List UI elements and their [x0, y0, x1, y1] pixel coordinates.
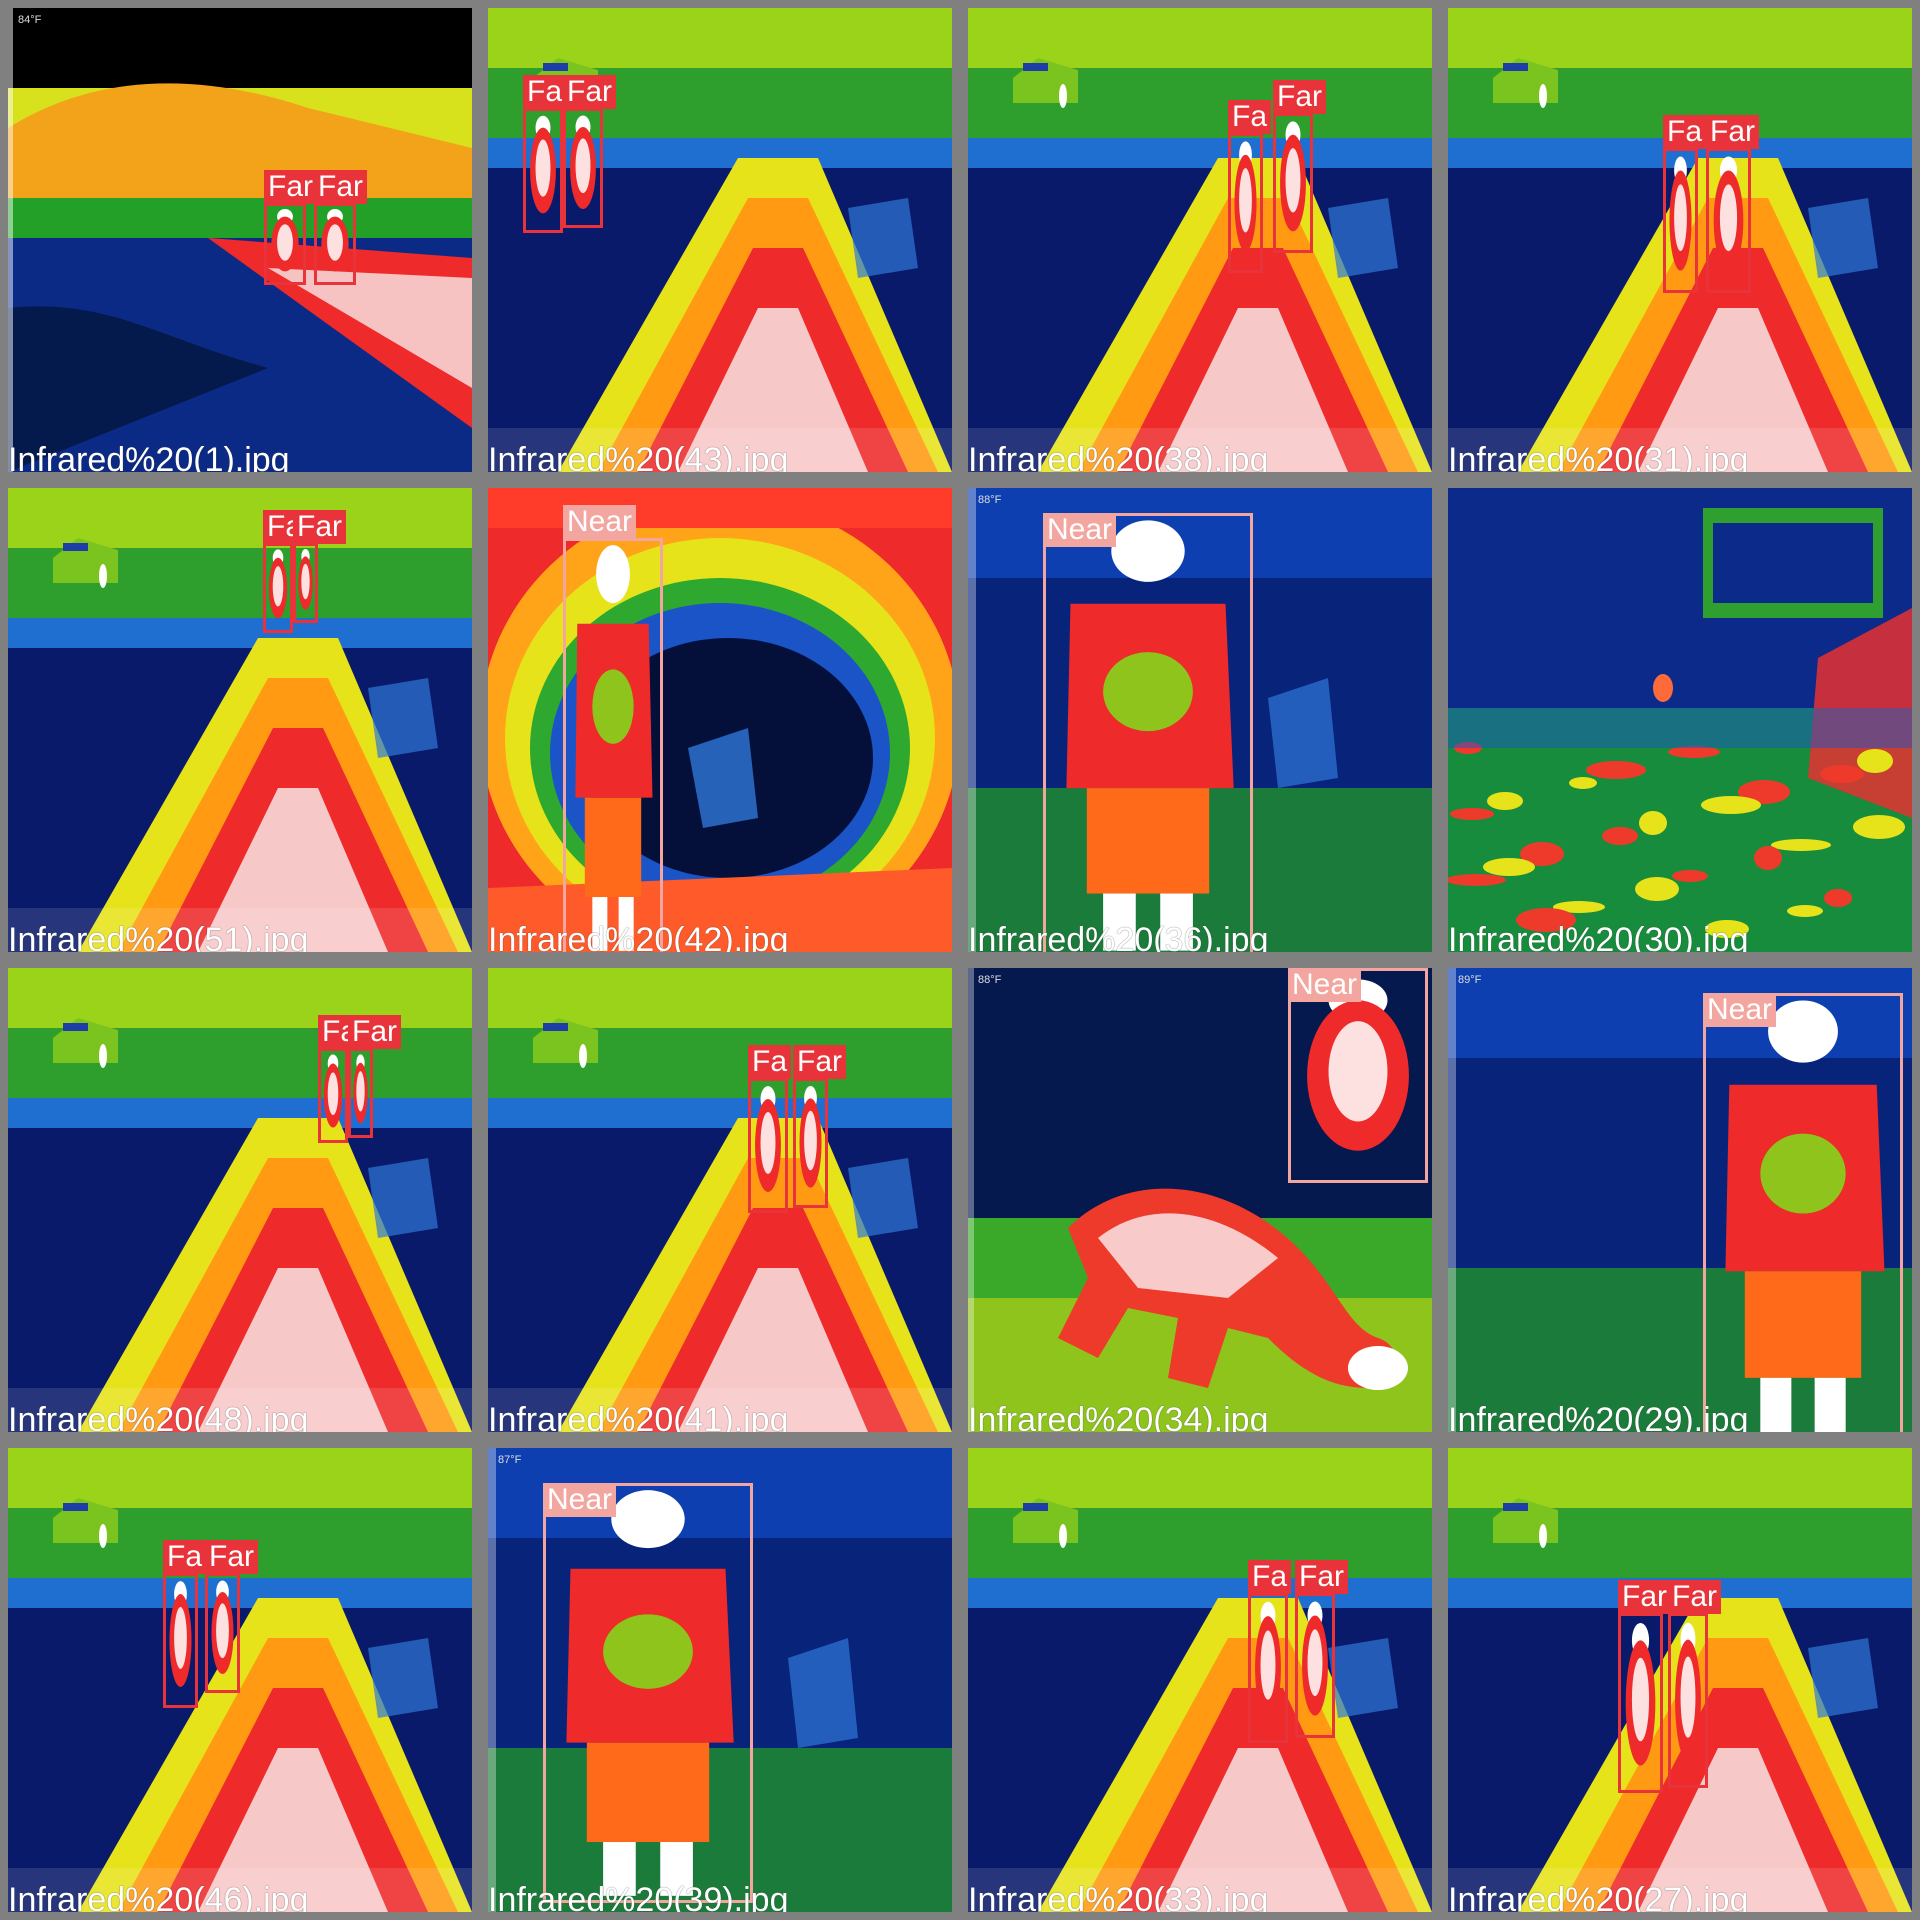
image-tile: Fa Far Infrared%20(48).jpg [0, 960, 480, 1440]
detection-label: Far [1273, 80, 1326, 114]
detection-box: Far [205, 1540, 258, 1693]
image-tile: Near Infrared%20(42).jpg [480, 480, 960, 960]
detection-box: Far [793, 1045, 846, 1208]
detection-label: Fa [1248, 1560, 1292, 1594]
detection-label: Fa [748, 1045, 792, 1079]
detection-label: Far [1618, 1580, 1671, 1614]
detection-label: Fa [163, 1540, 207, 1574]
detection-label: Far [205, 1540, 258, 1574]
detection-label: Far [1706, 115, 1759, 149]
thermal-image [1448, 488, 1912, 952]
detection-label: Far [1668, 1580, 1721, 1614]
detection-label: Near [543, 1483, 617, 1517]
thermal-image [1448, 968, 1912, 1432]
thermal-image [8, 8, 472, 472]
detection-box: Far [314, 170, 367, 285]
image-tile: Fa Far Infrared%20(43).jpg [480, 0, 960, 480]
detection-box: Near [1703, 993, 1903, 1432]
detection-box: Near [543, 1483, 753, 1903]
detection-box: Fa [263, 510, 307, 633]
detection-box: Near [1043, 513, 1253, 952]
detection-box: Far [293, 510, 346, 623]
detection-box: Far [348, 1015, 401, 1138]
detection-box: Fa [1248, 1560, 1292, 1743]
detection-box: Far [1295, 1560, 1348, 1738]
thermal-image [8, 968, 472, 1432]
detection-box: Far [264, 170, 317, 285]
detection-label: Far [793, 1045, 846, 1079]
detection-label: Near [1703, 993, 1777, 1027]
detection-label: Near [1288, 968, 1362, 1002]
image-tile: Fa Far Infrared%20(46).jpg [0, 1440, 480, 1920]
image-tile: Fa Far Infrared%20(31).jpg [1440, 0, 1920, 480]
detection-box: Fa [523, 75, 567, 233]
thermal-image [488, 488, 952, 952]
detection-box: Fa [163, 1540, 207, 1708]
detection-label: Near [563, 505, 637, 539]
detection-label: Far [314, 170, 367, 204]
thermal-image [968, 1448, 1432, 1912]
detection-box: Fa [748, 1045, 792, 1213]
image-tile: Far Far Infrared%20(27).jpg [1440, 1440, 1920, 1920]
image-tile: Fa Far Infrared%20(33).jpg [960, 1440, 1440, 1920]
detection-box: Fa [1663, 115, 1707, 293]
detection-box: Near [563, 505, 663, 952]
detection-label: Far [264, 170, 317, 204]
image-tile: 87°F Near Infrared%20(39).jpg [480, 1440, 960, 1920]
detection-label: Fa [1663, 115, 1707, 149]
image-tile: Fa Far Infrared%20(38).jpg [960, 0, 1440, 480]
detection-label: Far [563, 75, 616, 109]
detection-box: Fa [1228, 100, 1272, 273]
detection-box: Far [1706, 115, 1759, 293]
detection-box: Fa [318, 1015, 362, 1143]
thermal-image [968, 8, 1432, 472]
detection-box: Far [563, 75, 616, 228]
image-tile: 88°F Near Infrared%20(34).jpg [960, 960, 1440, 1440]
detection-label: Far [1295, 1560, 1348, 1594]
thermal-image [8, 488, 472, 952]
thermal-image [1448, 8, 1912, 472]
image-tile: 88°F Near Infrared%20(36).jpg [960, 480, 1440, 960]
image-tile: 84°F Far Far Infrared%20(1).jpg [0, 0, 480, 480]
detection-label: Near [1043, 513, 1117, 547]
thermal-image [8, 1448, 472, 1912]
detection-box: Far [1618, 1580, 1671, 1793]
detection-box: Near [1288, 968, 1428, 1183]
thermal-image [488, 1448, 952, 1912]
image-tile: Infrared%20(30).jpg [1440, 480, 1920, 960]
thermal-image [488, 8, 952, 472]
detection-label: Fa [523, 75, 567, 109]
image-tile: 89°F Near Infrared%20(29).jpg [1440, 960, 1920, 1440]
detection-box: Far [1273, 80, 1326, 253]
thermal-image [488, 968, 952, 1432]
detection-label: Fa [1228, 100, 1272, 134]
detection-label: Far [293, 510, 346, 544]
detection-box: Far [1668, 1580, 1721, 1788]
image-tile: Fa Far Infrared%20(41).jpg [480, 960, 960, 1440]
image-tile: Fa Far Infrared%20(51).jpg [0, 480, 480, 960]
thermal-image [968, 968, 1432, 1432]
detection-label: Far [348, 1015, 401, 1049]
